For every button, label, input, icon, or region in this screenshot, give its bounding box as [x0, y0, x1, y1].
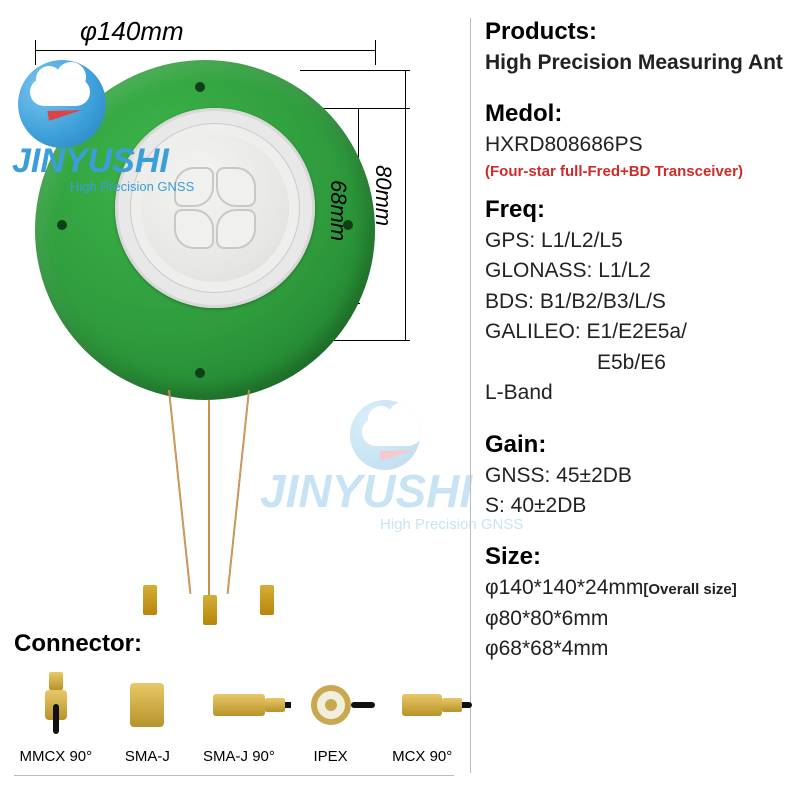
- connector-item: MMCX 90°: [14, 666, 98, 765]
- connector-label: SMA-J 90°: [197, 748, 281, 765]
- vertical-divider: [470, 18, 471, 773]
- coax-cable: [227, 390, 250, 594]
- connector-label: IPEX: [289, 748, 373, 765]
- size-heading: Size:: [485, 543, 785, 571]
- connector-mcx90-icon: [382, 666, 462, 744]
- size-1: φ140*140*24mm[Overall size]: [485, 573, 785, 603]
- connector-label: MMCX 90°: [14, 748, 98, 765]
- products-value: High Precision Measuring Ant: [485, 48, 785, 78]
- dimension-68: 68mm: [325, 180, 351, 247]
- model-heading: Medol:: [485, 100, 785, 128]
- product-spec-infographic: φ140mm 68mm 80mm: [0, 0, 800, 800]
- antenna-patch-cross: [170, 163, 260, 253]
- connector-mmcx90-icon: [16, 666, 96, 744]
- dimension-diameter: φ140mm: [80, 16, 184, 47]
- sma-connector: [260, 585, 274, 615]
- coax-cable: [168, 390, 191, 594]
- connector-smaj-icon: [107, 666, 187, 744]
- model-subtext: (Four-star full-Fred+BD Transceiver): [485, 163, 785, 180]
- freq-bds: BDS: B1/B2/B3/L/S: [485, 287, 785, 317]
- coax-cable: [208, 400, 210, 600]
- model-value: HXRD808686PS: [485, 130, 785, 160]
- freq-glonass: GLONASS: L1/L2: [485, 256, 785, 286]
- gain-s: S: 40±2DB: [485, 491, 785, 521]
- connector-item: SMA-J 90°: [197, 666, 281, 765]
- sma-connector: [143, 585, 157, 615]
- connector-label: MCX 90°: [380, 748, 464, 765]
- connector-item: IPEX: [289, 666, 373, 765]
- connector-ipex-icon: [291, 666, 371, 744]
- freq-galileo-1: GALILEO: E1/E2E5a/: [485, 317, 785, 347]
- dimension-80: 80mm: [370, 165, 396, 232]
- gain-heading: Gain:: [485, 431, 785, 459]
- freq-gps: GPS: L1/L2/L5: [485, 226, 785, 256]
- size-2: φ80*80*6mm: [485, 604, 785, 634]
- freq-lband: L-Band: [485, 378, 785, 408]
- connector-row: MMCX 90° SMA-J SMA-J 90° IPEX: [14, 666, 464, 765]
- freq-galileo-2: E5b/E6: [485, 348, 785, 378]
- dim-line-top: [35, 50, 375, 51]
- product-image-area: φ140mm 68mm 80mm: [0, 0, 470, 620]
- size-3: φ68*68*4mm: [485, 634, 785, 664]
- connector-item: MCX 90°: [380, 666, 464, 765]
- sma-connector: [203, 595, 217, 625]
- connector-item: SMA-J: [106, 666, 190, 765]
- freq-heading: Freq:: [485, 196, 785, 224]
- spec-panel: Products: High Precision Measuring Ant M…: [485, 18, 785, 665]
- connector-label: SMA-J: [106, 748, 190, 765]
- connector-smaj90-icon: [199, 666, 279, 744]
- connector-section: Connector: MMCX 90° SMA-J SMA-J 90°: [14, 630, 464, 765]
- connector-heading: Connector:: [14, 630, 464, 658]
- bottom-divider: [14, 775, 454, 776]
- gain-gnss: GNSS: 45±2DB: [485, 461, 785, 491]
- products-heading: Products:: [485, 18, 785, 46]
